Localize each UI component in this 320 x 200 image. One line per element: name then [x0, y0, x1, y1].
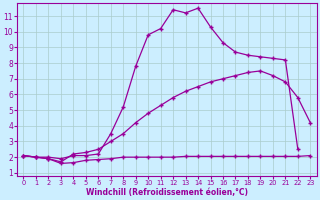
X-axis label: Windchill (Refroidissement éolien,°C): Windchill (Refroidissement éolien,°C) [86, 188, 248, 197]
